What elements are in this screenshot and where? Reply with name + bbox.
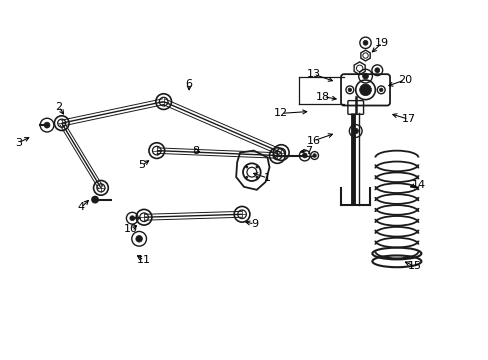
Text: 10: 10 xyxy=(123,224,137,234)
Text: 3: 3 xyxy=(15,138,22,148)
Circle shape xyxy=(136,235,142,242)
Circle shape xyxy=(244,166,247,168)
Circle shape xyxy=(374,68,379,73)
Circle shape xyxy=(302,153,306,158)
Circle shape xyxy=(359,84,371,96)
Text: 12: 12 xyxy=(274,108,288,118)
Text: 17: 17 xyxy=(401,114,415,124)
Circle shape xyxy=(244,176,247,179)
Circle shape xyxy=(44,122,50,128)
Circle shape xyxy=(312,154,316,157)
Text: 14: 14 xyxy=(410,180,425,190)
Circle shape xyxy=(379,88,382,91)
Circle shape xyxy=(255,176,258,179)
Text: 18: 18 xyxy=(316,92,330,102)
Circle shape xyxy=(352,128,358,134)
Text: 16: 16 xyxy=(306,136,320,146)
Text: 13: 13 xyxy=(306,69,320,79)
Text: 11: 11 xyxy=(137,255,151,265)
Circle shape xyxy=(255,166,258,168)
Text: 8: 8 xyxy=(192,145,199,156)
Text: 20: 20 xyxy=(397,75,411,85)
Text: 4: 4 xyxy=(78,202,85,212)
Text: 7: 7 xyxy=(305,145,312,156)
Text: 6: 6 xyxy=(185,79,192,89)
Circle shape xyxy=(362,40,367,45)
Circle shape xyxy=(130,216,135,221)
Text: 15: 15 xyxy=(407,261,421,271)
Circle shape xyxy=(362,73,368,79)
Text: 19: 19 xyxy=(374,38,388,48)
Text: 2: 2 xyxy=(55,102,62,112)
Circle shape xyxy=(91,196,99,203)
Text: 9: 9 xyxy=(251,219,258,229)
Text: 1: 1 xyxy=(264,173,270,183)
Text: 5: 5 xyxy=(138,160,145,170)
Circle shape xyxy=(347,88,351,91)
